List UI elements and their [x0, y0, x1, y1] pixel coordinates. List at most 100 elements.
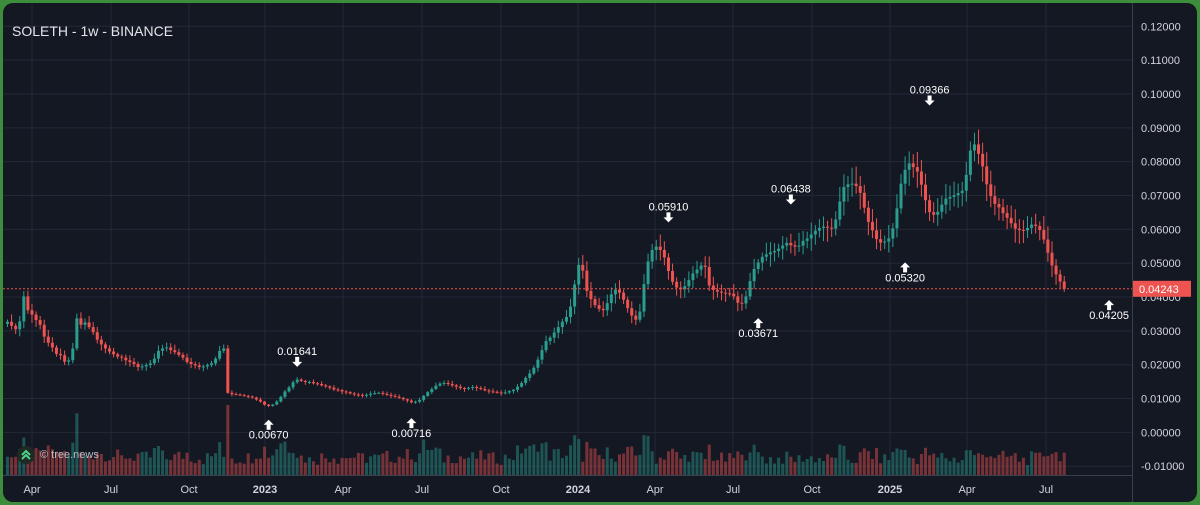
candle-body [650, 249, 654, 262]
candle-body [214, 358, 218, 364]
candle-body [283, 391, 287, 397]
candle-body [340, 390, 344, 392]
x-tick-label: 2023 [253, 484, 277, 496]
volume-bar [507, 458, 511, 475]
volume-bar [303, 462, 307, 475]
candle-body [59, 353, 63, 356]
candle-body [1038, 225, 1042, 231]
annotation-arrow-icon [406, 418, 417, 429]
candle-body [968, 150, 972, 175]
candle-body [866, 207, 870, 222]
volume-bar [658, 457, 662, 475]
volume-bar [1046, 456, 1050, 475]
volume-bar [891, 451, 895, 475]
volume-bar [622, 453, 626, 475]
volume-bar [813, 462, 817, 475]
volume-bar [666, 451, 670, 475]
volume-bar [344, 458, 348, 475]
candle-body [434, 385, 438, 390]
volume-bar [768, 457, 772, 475]
candle-body [422, 395, 426, 400]
candle-body [887, 238, 891, 242]
candle-body [707, 266, 711, 286]
candle-body [189, 362, 193, 365]
candle-body [128, 360, 132, 363]
volume-bar [858, 452, 862, 475]
volume-bar [528, 445, 532, 475]
volume-bar [34, 447, 38, 475]
candle-body [1013, 223, 1017, 229]
volume-bar [136, 453, 140, 475]
candle-body [985, 166, 989, 185]
volume-bar [332, 458, 336, 475]
volume-bar [299, 455, 303, 475]
volume-bar [732, 458, 736, 475]
volume-bar [108, 460, 111, 475]
candle-body [822, 226, 825, 228]
volume-bar [613, 461, 617, 475]
volume-bar [977, 453, 981, 475]
volume-bar [471, 452, 475, 475]
volume-bar [369, 456, 373, 475]
volume-bar [152, 448, 156, 475]
volume-bar [336, 463, 340, 475]
x-tick-label: Oct [492, 484, 509, 496]
volume-bar [728, 453, 732, 475]
candle-body [932, 212, 936, 215]
volume-bar [556, 448, 560, 475]
candle-body [809, 234, 813, 239]
volume-bar [1050, 453, 1054, 475]
y-tick-label: 0.00000 [1141, 427, 1181, 439]
volume-bar [46, 445, 50, 475]
volume-bar [242, 463, 246, 475]
annotation-arrow-icon [753, 318, 764, 329]
candle-body [1054, 265, 1058, 275]
volume-bar [662, 459, 666, 475]
candle-body [263, 401, 267, 405]
candle-body [491, 391, 495, 393]
candle-body [401, 397, 405, 400]
candle-body [838, 201, 842, 220]
volume-bar [560, 458, 564, 475]
candle-body [1042, 230, 1046, 240]
candle-body [875, 230, 879, 240]
watermark-text: © tree.news [40, 449, 99, 461]
volume-bar [748, 452, 752, 475]
volume-bar [830, 457, 834, 475]
candle-body [662, 249, 666, 258]
candle-body [389, 394, 393, 396]
candle-body [50, 342, 54, 348]
volume-bar [271, 455, 275, 475]
candle-body [789, 242, 793, 246]
annotations: 0.00670 0.01641 0.00716 0.05910 0.03671 0.064… [249, 84, 1129, 441]
candle-body [972, 144, 976, 151]
candle-body [699, 265, 703, 270]
volume-bar [360, 453, 364, 475]
volume-bar [577, 438, 581, 475]
volume-bar [144, 451, 148, 475]
candle-body [528, 373, 532, 378]
candle-body [393, 395, 397, 397]
annotation-arrow-icon [1104, 300, 1115, 311]
candle-body [22, 296, 26, 322]
volume-bar [487, 453, 491, 475]
volume-bar [573, 435, 577, 475]
volume-bar [569, 445, 573, 475]
candle-body [1046, 239, 1050, 253]
candle-body [405, 399, 409, 401]
volume-bar [316, 464, 320, 475]
volume-bar [1001, 450, 1005, 475]
volume-bar [707, 444, 711, 475]
candle-body [1001, 207, 1005, 214]
volume-bar [985, 457, 989, 475]
volume-bar [822, 461, 825, 475]
candle-body [34, 314, 38, 321]
candlestick-chart[interactable]: 0.00670 0.01641 0.00716 0.05910 0.03671 0.064… [3, 3, 1197, 502]
volume-bar [99, 453, 103, 475]
candle-body [711, 285, 715, 290]
volume-bar [499, 464, 503, 475]
candle-body [152, 358, 156, 364]
candle-body [1030, 224, 1034, 228]
volume-bar [324, 458, 328, 475]
volume-bar [397, 456, 401, 475]
